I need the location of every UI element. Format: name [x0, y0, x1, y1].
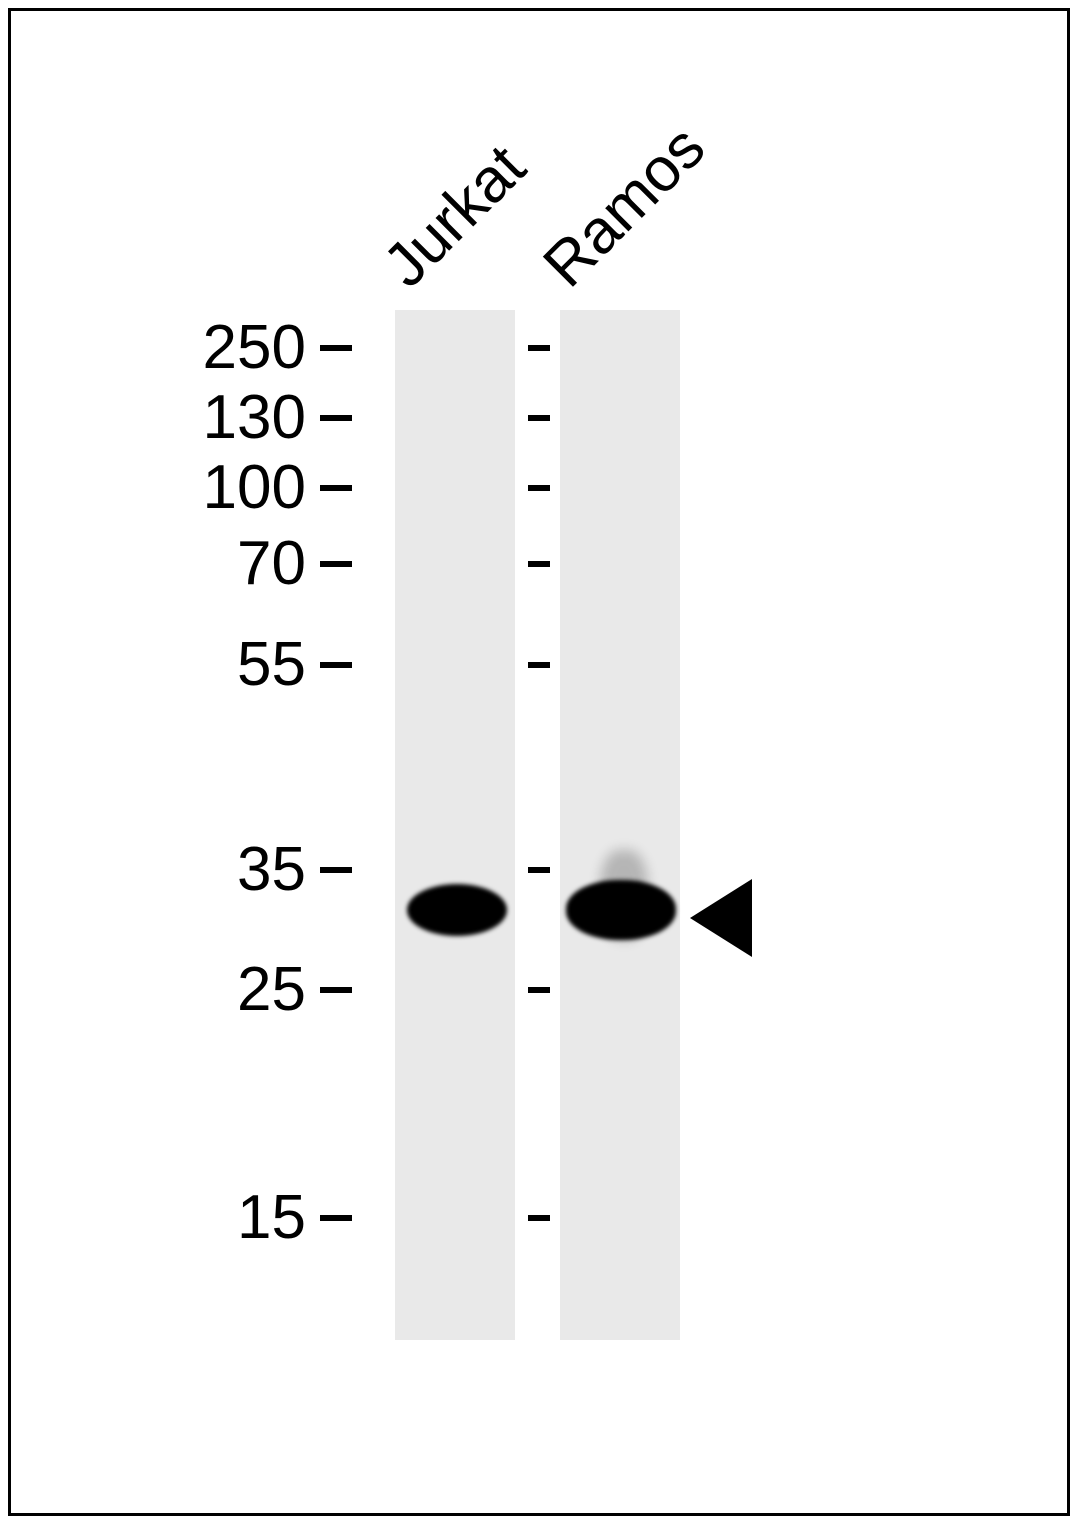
lane-jurkat — [395, 310, 515, 1340]
mw-label: 25 — [237, 954, 306, 1025]
mw-tick-left — [320, 867, 352, 873]
mw-tick-left — [320, 485, 352, 491]
mw-label: 55 — [237, 629, 306, 700]
band-arrow-icon — [690, 879, 752, 957]
lane-label-jurkat: Jurkat — [370, 131, 540, 301]
protein-band — [407, 884, 507, 936]
protein-band — [566, 880, 676, 940]
mw-tick-mid — [528, 485, 550, 491]
mw-label: 100 — [203, 452, 306, 523]
mw-tick-left — [320, 1215, 352, 1221]
mw-label: 35 — [237, 834, 306, 905]
mw-tick-mid — [528, 867, 550, 873]
mw-tick-left — [320, 415, 352, 421]
mw-tick-mid — [528, 561, 550, 567]
lane-label-ramos: Ramos — [530, 112, 719, 301]
mw-label: 250 — [203, 312, 306, 383]
mw-tick-mid — [528, 1215, 550, 1221]
mw-tick-mid — [528, 987, 550, 993]
western-blot-plot: Jurkat Ramos 25013010070 55 35 25 15 — [0, 0, 1078, 1524]
mw-tick-mid — [528, 415, 550, 421]
lane-ramos — [560, 310, 680, 1340]
mw-label: 15 — [237, 1182, 306, 1253]
mw-tick-left — [320, 345, 352, 351]
mw-tick-left — [320, 662, 352, 668]
mw-tick-mid — [528, 662, 550, 668]
mw-tick-left — [320, 561, 352, 567]
mw-tick-left — [320, 987, 352, 993]
mw-label: 70 — [237, 528, 306, 599]
mw-tick-mid — [528, 345, 550, 351]
mw-label: 130 — [203, 382, 306, 453]
